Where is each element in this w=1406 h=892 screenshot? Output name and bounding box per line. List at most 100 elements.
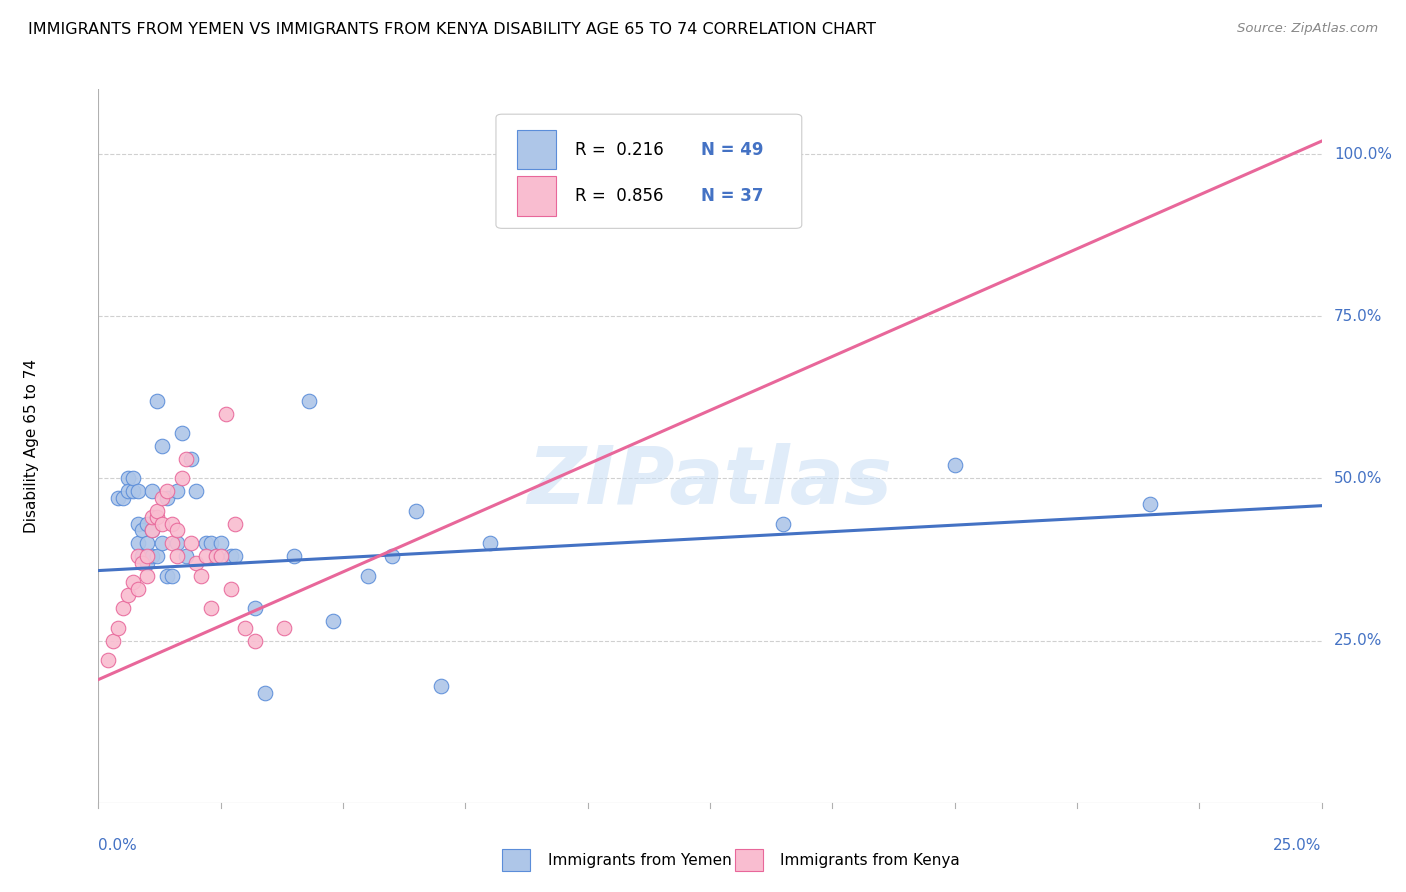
Text: N = 37: N = 37 xyxy=(702,187,763,205)
FancyBboxPatch shape xyxy=(517,130,555,169)
Point xyxy=(160,516,183,531)
Text: Source: ZipAtlas.com: Source: ZipAtlas.com xyxy=(1237,22,1378,36)
Text: 100.0%: 100.0% xyxy=(1334,146,1392,161)
Point xyxy=(97,653,120,667)
Point xyxy=(141,484,163,499)
Point xyxy=(150,516,173,531)
Point xyxy=(160,568,183,582)
Text: 50.0%: 50.0% xyxy=(1334,471,1382,486)
Point xyxy=(195,549,218,564)
Point xyxy=(141,549,163,564)
Point xyxy=(156,484,179,499)
Text: R =  0.856: R = 0.856 xyxy=(575,187,664,205)
Point xyxy=(166,484,188,499)
Text: IMMIGRANTS FROM YEMEN VS IMMIGRANTS FROM KENYA DISABILITY AGE 65 TO 74 CORRELATI: IMMIGRANTS FROM YEMEN VS IMMIGRANTS FROM… xyxy=(28,22,876,37)
Point xyxy=(243,633,266,648)
Point xyxy=(772,516,794,531)
Text: R =  0.216: R = 0.216 xyxy=(575,141,664,159)
Point xyxy=(131,556,153,570)
Point xyxy=(190,568,212,582)
Point xyxy=(200,536,222,550)
Point xyxy=(117,588,139,602)
Point xyxy=(273,621,295,635)
Point xyxy=(117,484,139,499)
Point xyxy=(127,536,149,550)
Point xyxy=(146,510,169,524)
Point xyxy=(322,614,344,628)
Point xyxy=(150,439,173,453)
Point xyxy=(136,549,159,564)
Point xyxy=(176,549,198,564)
Point xyxy=(156,568,179,582)
Point xyxy=(943,458,966,473)
Point xyxy=(233,621,256,635)
Text: 25.0%: 25.0% xyxy=(1274,838,1322,854)
Point xyxy=(219,582,242,596)
Point xyxy=(200,601,222,615)
Point xyxy=(170,471,193,485)
Point xyxy=(219,549,242,564)
Point xyxy=(205,549,228,564)
Point xyxy=(127,516,149,531)
Point xyxy=(381,549,404,564)
Point xyxy=(136,568,159,582)
Text: N = 49: N = 49 xyxy=(702,141,763,159)
Point xyxy=(180,536,202,550)
Point xyxy=(176,452,198,467)
Point xyxy=(131,524,153,538)
Point xyxy=(146,549,169,564)
Point xyxy=(224,549,246,564)
Point xyxy=(224,516,246,531)
Text: Disability Age 65 to 74: Disability Age 65 to 74 xyxy=(24,359,38,533)
Text: 0.0%: 0.0% xyxy=(98,838,138,854)
Point xyxy=(1139,497,1161,511)
Point xyxy=(141,510,163,524)
Point xyxy=(186,556,208,570)
Point xyxy=(141,524,163,538)
Point xyxy=(136,536,159,550)
Text: 25.0%: 25.0% xyxy=(1334,633,1382,648)
Point xyxy=(214,407,236,421)
Text: Immigrants from Kenya: Immigrants from Kenya xyxy=(780,854,960,868)
Point xyxy=(478,536,501,550)
Point xyxy=(146,393,169,408)
Point xyxy=(136,516,159,531)
Point xyxy=(298,393,321,408)
Text: ZIPatlas: ZIPatlas xyxy=(527,442,893,521)
Point xyxy=(205,549,228,564)
Point xyxy=(156,491,179,505)
Point xyxy=(283,549,305,564)
Point xyxy=(111,491,134,505)
Point xyxy=(101,633,124,648)
Point xyxy=(107,491,129,505)
Point xyxy=(356,568,378,582)
Point xyxy=(430,679,453,693)
Point xyxy=(405,504,427,518)
Point xyxy=(146,504,169,518)
Point xyxy=(127,582,149,596)
Point xyxy=(195,536,218,550)
Point xyxy=(150,536,173,550)
Point xyxy=(160,536,183,550)
Point xyxy=(170,425,193,440)
FancyBboxPatch shape xyxy=(517,177,555,216)
Point xyxy=(121,575,143,590)
Point xyxy=(121,484,143,499)
Text: 75.0%: 75.0% xyxy=(1334,309,1382,324)
Point xyxy=(141,524,163,538)
Text: Immigrants from Yemen: Immigrants from Yemen xyxy=(548,854,733,868)
Point xyxy=(209,536,232,550)
Point xyxy=(111,601,134,615)
Point xyxy=(166,536,188,550)
Point xyxy=(209,549,232,564)
Point xyxy=(117,471,139,485)
Point xyxy=(180,452,202,467)
Point xyxy=(131,549,153,564)
Point xyxy=(121,471,143,485)
Point xyxy=(127,484,149,499)
Point xyxy=(186,484,208,499)
Point xyxy=(166,549,188,564)
Point xyxy=(253,685,276,699)
Point xyxy=(107,621,129,635)
Point xyxy=(127,549,149,564)
